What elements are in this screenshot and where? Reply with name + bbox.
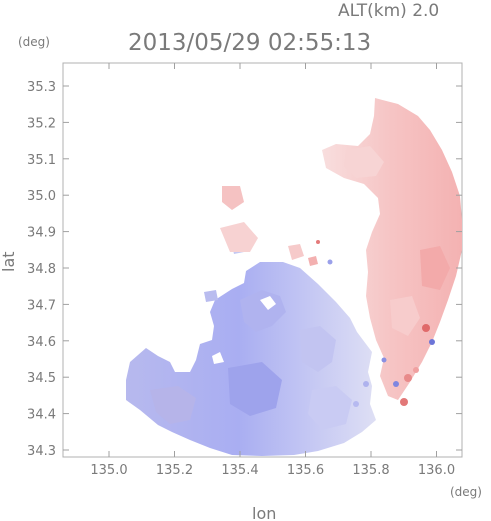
lon-tick-label: 135.6	[287, 463, 324, 478]
y-axis-title: lat	[0, 251, 18, 272]
altitude-label: ALT(km) 2.0	[338, 1, 439, 21]
lat-axis: 35.3 35.2 35.1 35.0 34.9 34.8 34.7 34.6 34.5 34.4…	[27, 80, 462, 459]
velocity-speckles	[316, 240, 435, 407]
lat-tick-label: 35.0	[27, 189, 56, 204]
lat-tick-label: 34.9	[27, 226, 56, 241]
lon-tick-label: 135.0	[90, 463, 127, 478]
lat-tick-label: 34.4	[27, 408, 56, 423]
approaching-velocity-region	[126, 244, 376, 456]
lon-axis: 135.0 135.2 135.4 135.6 135.8 136.0	[90, 63, 455, 478]
lat-tick-label: 34.8	[27, 262, 56, 277]
lat-tick-label: 35.3	[27, 80, 56, 95]
timestamp-title: 2013/05/29 02:55:13	[128, 30, 371, 56]
y-unit-label: (deg)	[18, 35, 50, 49]
lon-tick-label: 135.8	[352, 463, 389, 478]
lat-tick-label: 34.5	[27, 371, 56, 386]
x-axis-title: lon	[252, 504, 276, 521]
lon-tick-label: 135.4	[221, 463, 258, 478]
lon-tick-label: 135.2	[156, 463, 193, 478]
lat-tick-label: 34.3	[27, 444, 56, 459]
lon-tick-label: 136.0	[418, 463, 455, 478]
x-unit-label: (deg)	[450, 485, 482, 499]
lat-tick-label: 35.1	[27, 153, 56, 168]
lat-tick-label: 34.7	[27, 298, 56, 313]
lat-tick-label: 34.6	[27, 335, 56, 350]
lat-tick-label: 35.2	[27, 116, 56, 131]
